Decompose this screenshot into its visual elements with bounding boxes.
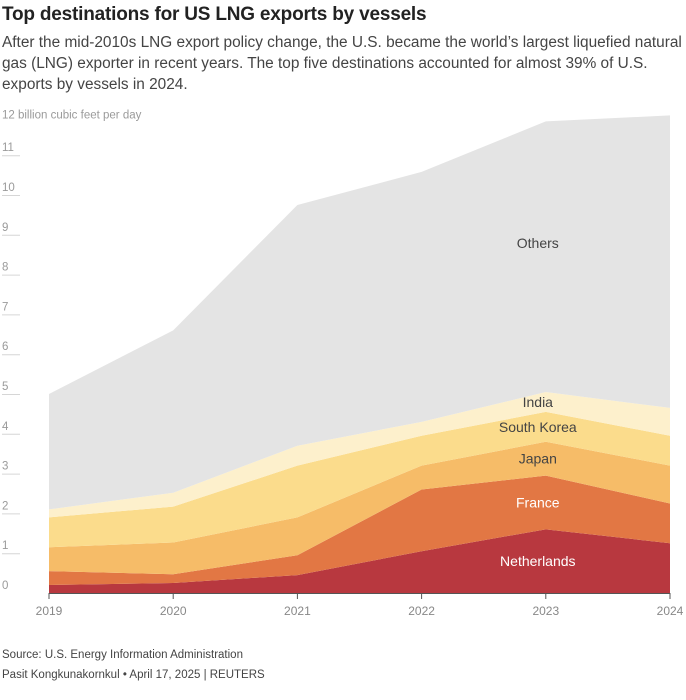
chart-subtitle: After the mid-2010s LNG export policy ch… xyxy=(2,34,682,93)
series-label-japan: Japan xyxy=(519,451,557,467)
area-south-korea xyxy=(49,411,670,548)
x-tick-label: 2024 xyxy=(657,604,684,618)
axis-layer xyxy=(48,593,671,599)
area-france xyxy=(49,475,670,586)
y-tick-label: 6 xyxy=(2,341,8,353)
y-tick-label: 11 xyxy=(2,142,14,154)
x-tick-label: 2021 xyxy=(284,604,311,618)
area-japan xyxy=(49,441,670,575)
x-tick-label: 2020 xyxy=(160,604,187,618)
series-label-others: Others xyxy=(517,235,559,251)
source-note: Source: U.S. Energy Information Administ… xyxy=(2,649,243,661)
x-tick-label: 2023 xyxy=(532,604,559,618)
y-tick-label: 1 xyxy=(2,540,8,552)
area-others xyxy=(49,115,670,510)
x-tick-label: 2019 xyxy=(36,604,63,618)
series-label-france: France xyxy=(516,494,560,510)
series-label-netherlands: Netherlands xyxy=(500,553,576,569)
y-axis-label: 12 billion cubic feet per day xyxy=(2,109,142,121)
credit-line: Pasit Kongkunakornkul • April 17, 2025 |… xyxy=(2,669,265,681)
stacked-area-chart: 0 1 2 3 4 5 6 7 8 9 10 11 12 billion cubic feet per … xyxy=(2,109,684,618)
y-tick-label: 10 xyxy=(2,182,15,194)
series-label-south-korea: South Korea xyxy=(499,419,577,435)
y-tick-label: 3 xyxy=(2,461,8,473)
area-netherlands xyxy=(49,529,670,593)
grid-layer xyxy=(2,155,20,555)
y-tick-label: 4 xyxy=(2,421,9,433)
y-tick-label: 8 xyxy=(2,262,8,274)
x-tick-label: 2022 xyxy=(408,604,435,618)
area-india xyxy=(49,392,670,518)
y-tick-label: 9 xyxy=(2,222,8,234)
label-layer: 0 1 2 3 4 5 6 7 8 9 10 11 12 billion cubic feet per … xyxy=(2,109,684,618)
y-tick-label: 0 xyxy=(2,580,8,592)
chart-title: Top destinations for US LNG exports by v… xyxy=(2,4,427,25)
series-label-india: India xyxy=(523,394,554,410)
y-tick-label: 5 xyxy=(2,381,8,393)
y-tick-label: 7 xyxy=(2,301,8,313)
area-layer xyxy=(49,115,670,593)
y-tick-label: 2 xyxy=(2,500,8,512)
